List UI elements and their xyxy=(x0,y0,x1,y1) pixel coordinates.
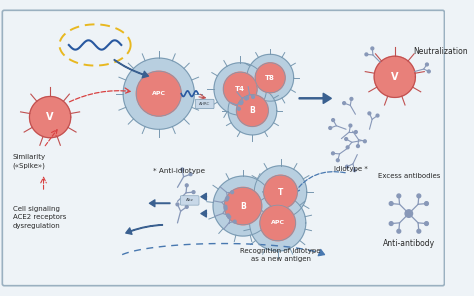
Circle shape xyxy=(224,205,227,208)
Circle shape xyxy=(189,173,192,176)
Polygon shape xyxy=(123,58,194,129)
Polygon shape xyxy=(250,195,306,251)
Text: V: V xyxy=(46,112,54,122)
Text: Cell signaling
ACE2 receptors
dysregulation: Cell signaling ACE2 receptors dysregulat… xyxy=(13,206,66,229)
Circle shape xyxy=(417,229,421,233)
FancyArrowPatch shape xyxy=(126,225,163,234)
Polygon shape xyxy=(228,86,277,135)
Text: B: B xyxy=(249,106,255,115)
Polygon shape xyxy=(374,56,415,97)
Circle shape xyxy=(260,205,295,241)
Text: T4: T4 xyxy=(235,86,245,92)
Circle shape xyxy=(225,198,228,201)
Polygon shape xyxy=(214,63,266,115)
Circle shape xyxy=(350,97,353,100)
Circle shape xyxy=(417,194,421,198)
Text: APC: APC xyxy=(152,91,166,96)
Circle shape xyxy=(226,196,229,199)
Circle shape xyxy=(345,138,347,140)
Text: Neutralization: Neutralization xyxy=(413,47,468,56)
Text: * Anti-idiotype: * Anti-idiotype xyxy=(153,168,205,174)
Circle shape xyxy=(239,102,242,104)
Circle shape xyxy=(397,229,401,233)
Circle shape xyxy=(237,95,268,126)
Circle shape xyxy=(233,220,236,223)
Circle shape xyxy=(365,53,368,56)
Circle shape xyxy=(185,184,188,187)
Circle shape xyxy=(428,70,430,73)
Circle shape xyxy=(264,175,297,209)
Circle shape xyxy=(397,194,401,198)
Polygon shape xyxy=(247,54,293,101)
Circle shape xyxy=(371,47,374,50)
Circle shape xyxy=(185,205,188,208)
Circle shape xyxy=(245,97,247,100)
Text: V: V xyxy=(391,72,399,82)
FancyArrowPatch shape xyxy=(114,59,148,78)
Circle shape xyxy=(329,127,332,129)
Circle shape xyxy=(228,215,230,218)
Polygon shape xyxy=(254,166,307,218)
FancyArrowPatch shape xyxy=(201,193,207,200)
Text: Anti-antibody: Anti-antibody xyxy=(383,239,435,248)
Circle shape xyxy=(376,114,379,117)
Text: B: B xyxy=(240,202,246,210)
Circle shape xyxy=(389,222,393,226)
Circle shape xyxy=(346,146,349,149)
Circle shape xyxy=(176,203,179,206)
Circle shape xyxy=(355,131,357,133)
Circle shape xyxy=(231,191,234,194)
Text: Excess antibodies: Excess antibodies xyxy=(378,173,440,179)
FancyArrowPatch shape xyxy=(299,94,331,103)
Circle shape xyxy=(389,202,393,205)
Circle shape xyxy=(337,159,339,162)
FancyBboxPatch shape xyxy=(195,99,214,109)
FancyArrowPatch shape xyxy=(318,249,325,256)
Text: T: T xyxy=(278,188,283,197)
Circle shape xyxy=(240,101,243,104)
Circle shape xyxy=(353,169,356,172)
Circle shape xyxy=(181,168,183,171)
Polygon shape xyxy=(213,176,273,236)
Circle shape xyxy=(343,102,346,104)
FancyArrowPatch shape xyxy=(201,210,207,217)
FancyArrowPatch shape xyxy=(149,200,170,207)
Text: APC: APC xyxy=(271,221,285,226)
Circle shape xyxy=(332,119,335,121)
Circle shape xyxy=(426,63,428,66)
Circle shape xyxy=(405,210,412,217)
Circle shape xyxy=(237,107,240,110)
Circle shape xyxy=(223,72,257,106)
Circle shape xyxy=(224,187,262,225)
Circle shape xyxy=(192,191,195,194)
Circle shape xyxy=(252,96,255,98)
FancyBboxPatch shape xyxy=(2,10,445,286)
Circle shape xyxy=(227,214,229,217)
Circle shape xyxy=(246,96,248,99)
FancyBboxPatch shape xyxy=(180,196,199,205)
Circle shape xyxy=(425,202,428,205)
Circle shape xyxy=(224,207,227,210)
Text: AHRC: AHRC xyxy=(199,102,210,106)
Circle shape xyxy=(425,222,428,226)
Circle shape xyxy=(364,140,366,143)
Text: Idiotype *: Idiotype * xyxy=(334,165,368,172)
Circle shape xyxy=(346,165,348,168)
Text: Similarity
(«Spike»): Similarity («Spike») xyxy=(13,154,46,169)
Text: Recognition of idiotype
as a new antigen: Recognition of idiotype as a new antigen xyxy=(240,247,321,262)
Circle shape xyxy=(136,71,181,116)
Polygon shape xyxy=(29,96,71,138)
Circle shape xyxy=(356,145,359,147)
Text: Altz: Altz xyxy=(186,198,193,202)
Circle shape xyxy=(332,152,334,155)
Circle shape xyxy=(255,63,285,93)
Text: T8: T8 xyxy=(265,75,275,81)
Circle shape xyxy=(349,124,352,127)
Circle shape xyxy=(368,112,371,115)
